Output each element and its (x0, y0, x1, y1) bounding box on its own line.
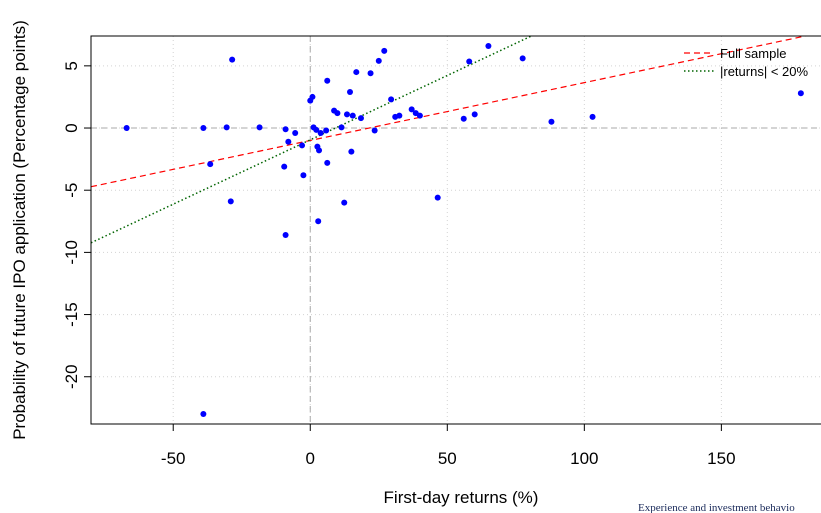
data-point (299, 142, 305, 148)
data-point (798, 90, 804, 96)
data-point (339, 124, 345, 130)
data-point (353, 69, 359, 75)
data-point (461, 116, 467, 122)
x-tick-label: 50 (438, 449, 457, 468)
data-point (472, 111, 478, 117)
legend-label-small-returns: |returns| < 20% (720, 64, 808, 79)
data-point (228, 198, 234, 204)
data-point (344, 111, 350, 117)
x-tick-label: 100 (570, 449, 598, 468)
data-point (207, 161, 213, 167)
data-point (435, 195, 441, 201)
x-tick-label: 150 (707, 449, 735, 468)
data-point (341, 200, 347, 206)
x-axis-title: First-day returns (%) (384, 488, 539, 507)
data-point (315, 218, 321, 224)
data-point (257, 124, 263, 130)
data-point (200, 411, 206, 417)
data-point (548, 119, 554, 125)
data-point (350, 113, 356, 119)
x-tick-label: 0 (306, 449, 315, 468)
data-point (358, 115, 364, 121)
data-point (283, 232, 289, 238)
data-point (285, 139, 291, 145)
data-point (281, 164, 287, 170)
data-point (372, 128, 378, 134)
data-point (316, 147, 322, 153)
data-point (324, 160, 330, 166)
data-point (520, 55, 526, 61)
legend-label-full-sample: Full sample (720, 46, 786, 61)
data-point (466, 58, 472, 64)
data-point (388, 96, 394, 102)
data-point (376, 58, 382, 64)
y-tick-label: -5 (62, 183, 81, 198)
data-point (334, 110, 340, 116)
data-point (348, 149, 354, 155)
data-point (417, 113, 423, 119)
y-tick-label: -10 (62, 240, 81, 265)
footer-caption: Experience and investment behavio (638, 502, 795, 513)
y-axis-title: Probability of future IPO application (P… (10, 20, 29, 440)
y-tick-label: 0 (62, 123, 81, 132)
data-point (229, 57, 235, 63)
data-point (590, 114, 596, 120)
y-tick-label: -15 (62, 302, 81, 327)
data-point (292, 130, 298, 136)
data-point (324, 78, 330, 84)
y-tick-label: -20 (62, 364, 81, 389)
data-point (323, 128, 329, 134)
data-point (300, 172, 306, 178)
data-point (200, 125, 206, 131)
data-point (381, 48, 387, 54)
data-point (309, 94, 315, 100)
data-point (396, 113, 402, 119)
data-point (124, 125, 130, 131)
data-point (224, 124, 230, 130)
data-point (283, 126, 289, 132)
x-tick-label: -50 (161, 449, 186, 468)
data-point (347, 89, 353, 95)
data-point (318, 130, 324, 136)
data-point (485, 43, 491, 49)
y-tick-label: 5 (62, 61, 81, 70)
data-point (368, 70, 374, 76)
